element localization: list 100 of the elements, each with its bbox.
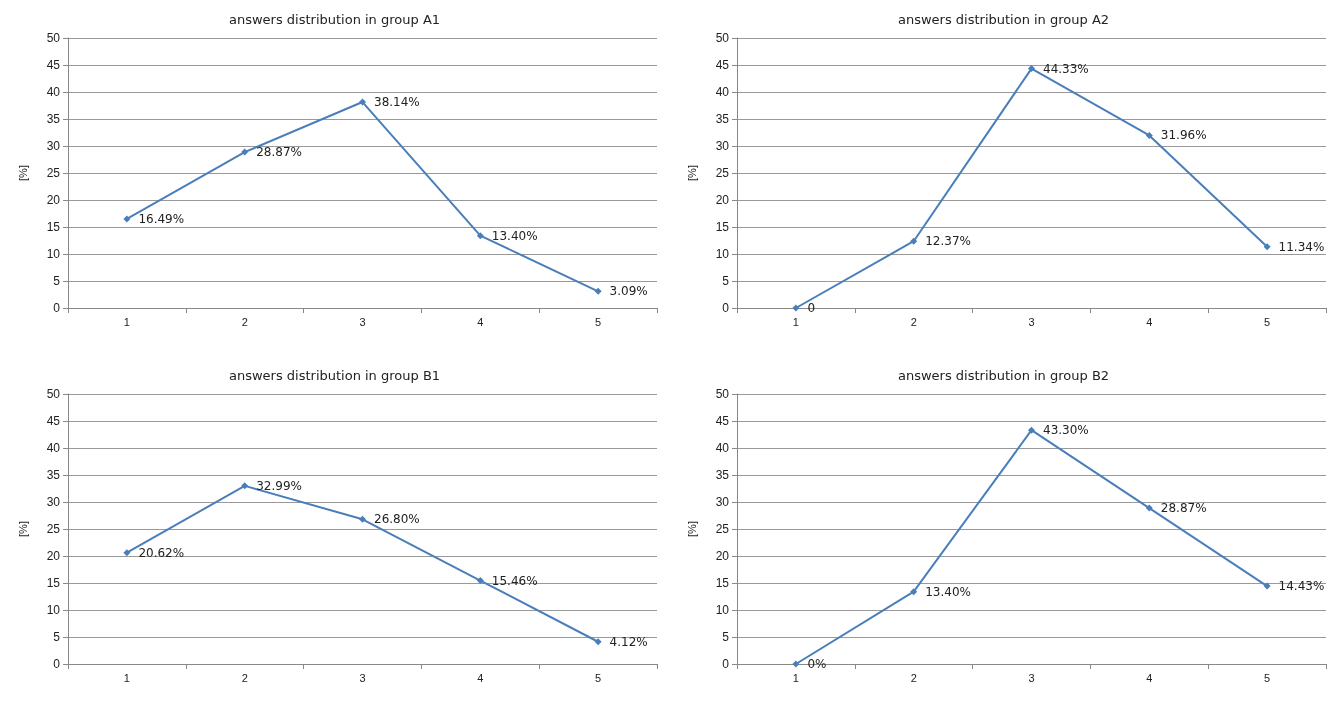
y-tick-label: 30 (715, 495, 730, 509)
x-tick-label: 4 (477, 671, 484, 684)
x-tick-label: 2 (241, 315, 248, 328)
y-tick-label: 35 (715, 112, 730, 126)
y-tick-label: 30 (46, 495, 61, 509)
y-tick-label: 25 (715, 166, 730, 180)
y-tick-label: 45 (715, 414, 730, 428)
y-tick-label: 5 (722, 630, 730, 644)
y-axis-title: [%] (16, 165, 29, 181)
x-tick-label: 2 (241, 671, 248, 684)
y-tick-label: 0 (722, 657, 730, 671)
y-tick-label: 35 (46, 112, 61, 126)
chart-title: answers distribution in group A1 (228, 12, 441, 27)
x-tick-label: 4 (1146, 315, 1153, 328)
x-tick-label: 4 (1146, 671, 1153, 684)
x-tick-label: 5 (1264, 671, 1271, 684)
point (792, 304, 800, 312)
point (476, 232, 484, 240)
data-label: 28.87% (1160, 501, 1207, 516)
y-tick-label: 15 (715, 220, 730, 234)
y-tick-label: 50 (715, 31, 730, 45)
data-label: 26.80% (374, 512, 420, 527)
data-label: 0% (807, 657, 827, 671)
x-tick-label: 4 (477, 315, 484, 328)
y-tick-label: 0 (722, 301, 730, 315)
point (594, 287, 602, 295)
y-tick-label: 15 (46, 576, 61, 590)
y-tick-label: 50 (715, 387, 730, 401)
point (359, 515, 366, 523)
x-tick-label: 3 (359, 671, 366, 684)
y-tick-label: 45 (715, 58, 730, 72)
y-tick-label: 40 (715, 85, 730, 99)
point (241, 482, 249, 490)
data-label: 28.87% (256, 145, 302, 160)
x-tick-label: 5 (595, 315, 602, 328)
point (1028, 65, 1035, 73)
point (1145, 504, 1153, 512)
data-label: 0 (807, 301, 816, 315)
point (910, 237, 918, 245)
point (792, 660, 800, 668)
x-tick-label: 2 (910, 671, 917, 684)
y-tick-label: 25 (46, 522, 61, 536)
data-label: 32.99% (256, 478, 302, 493)
point (1028, 426, 1035, 434)
chart-title: answers distribution in group A2 (897, 12, 1110, 27)
x-tick-label: 5 (1264, 315, 1271, 328)
data-label: 15.46% (491, 573, 538, 588)
data-label: 13.40% (491, 228, 538, 243)
data-label: 12.37% (925, 234, 971, 249)
x-tick-label: 2 (910, 315, 917, 328)
x-tick-label: 1 (792, 671, 799, 684)
x-tick-label: 3 (359, 315, 366, 328)
data-label: 4.12% (609, 634, 648, 649)
point (123, 549, 131, 557)
data-label: 31.96% (1160, 128, 1207, 143)
y-tick-label: 10 (46, 247, 61, 261)
y-tick-label: 45 (46, 58, 61, 72)
y-axis-title: [%] (685, 521, 698, 537)
y-tick-label: 20 (46, 193, 61, 207)
y-tick-label: 25 (46, 166, 61, 180)
y-tick-label: 20 (46, 549, 61, 563)
y-tick-label: 25 (715, 522, 730, 536)
data-label: 16.49% (138, 211, 185, 226)
point (359, 98, 366, 106)
y-tick-label: 5 (53, 274, 61, 288)
chart-title: answers distribution in group B1 (228, 368, 441, 383)
point (1145, 131, 1153, 139)
y-tick-label: 50 (46, 387, 61, 401)
y-tick-label: 30 (46, 139, 61, 153)
y-axis-title: [%] (685, 165, 698, 181)
point (910, 588, 918, 596)
y-tick-label: 20 (715, 193, 730, 207)
y-axis-title: [%] (16, 521, 29, 537)
y-tick-label: 15 (46, 220, 61, 234)
point (594, 638, 602, 646)
y-tick-label: 35 (715, 468, 730, 482)
y-tick-label: 45 (46, 414, 61, 428)
y-tick-label: 10 (46, 603, 61, 617)
data-label: 11.34% (1278, 239, 1325, 254)
y-tick-label: 50 (46, 31, 61, 45)
y-tick-label: 40 (715, 441, 730, 455)
point (1263, 243, 1271, 251)
data-label: 44.33% (1043, 61, 1089, 76)
point (241, 148, 249, 156)
data-label: 38.14% (374, 95, 420, 110)
data-label: 3.09% (609, 284, 648, 299)
y-tick-label: 0 (53, 301, 61, 315)
x-tick-label: 3 (1028, 671, 1035, 684)
y-tick-label: 35 (46, 468, 61, 482)
x-tick-label: 1 (792, 315, 799, 328)
point (476, 577, 484, 585)
y-tick-label: 20 (715, 549, 730, 563)
y-tick-label: 0 (53, 657, 61, 671)
x-tick-label: 3 (1028, 315, 1035, 328)
data-label: 20.62% (138, 545, 185, 560)
x-tick-label: 5 (595, 671, 602, 684)
y-tick-label: 40 (46, 85, 61, 99)
y-tick-label: 10 (715, 603, 730, 617)
x-tick-label: 1 (123, 315, 130, 328)
point (1263, 582, 1271, 590)
